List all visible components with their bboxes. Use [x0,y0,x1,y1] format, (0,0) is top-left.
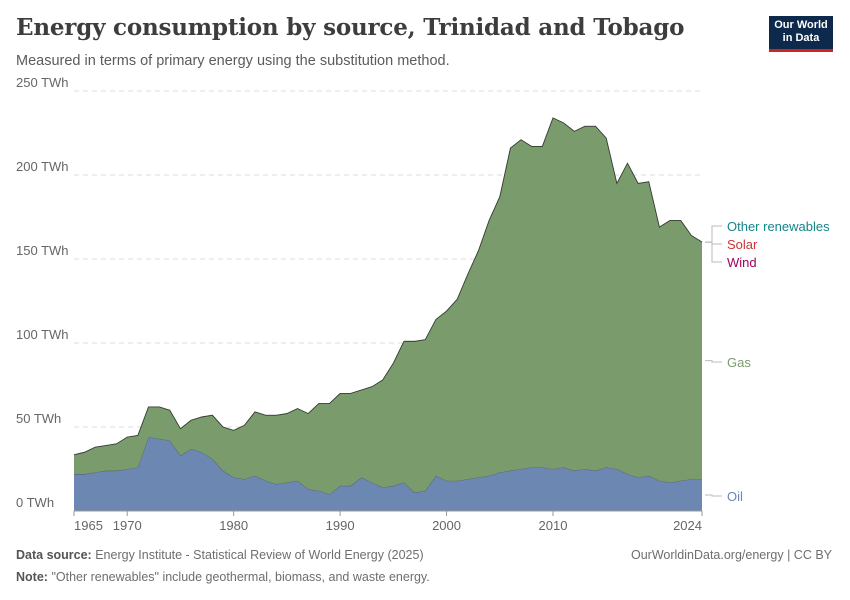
x-tick-label: 2000 [432,518,461,533]
x-tick-label: 1965 [74,518,103,533]
legend-connector-oil [705,494,722,497]
x-tick-label: 2010 [539,518,568,533]
logo-line-2: in Data [782,32,820,44]
legend-connector-wind [705,241,722,263]
y-tick-label: 0 TWh [16,495,54,510]
y-tick-label: 150 TWh [16,243,69,258]
y-tick-label: 250 TWh [16,75,69,90]
data-source: Data source: Energy Institute - Statisti… [16,548,424,562]
source-label: Data source: [16,548,92,562]
area-edge-other-renewables [73,117,703,456]
source-text[interactable]: Energy Institute - Statistical Review of… [95,548,424,562]
note-text: "Other renewables" include geothermal, b… [51,570,430,584]
y-tick-label: 100 TWh [16,327,69,342]
legend-label-gas[interactable]: Gas [727,355,751,370]
x-tick-label: 1990 [326,518,355,533]
credit-link[interactable]: OurWorldinData.org/energy | CC BY [630,548,832,562]
legend-label-other-renewables[interactable]: Other renewables [727,219,830,234]
x-tick-label: 1980 [219,518,248,533]
y-tick-label: 50 TWh [16,411,61,426]
logo-line-1: Our World [774,19,828,31]
legend-connector-other-renewables [705,225,722,243]
y-tick-label: 200 TWh [16,159,69,174]
area-oil[interactable] [74,437,702,511]
area-gas[interactable] [74,117,702,495]
legend-connector-gas [705,360,722,363]
chart-subtitle: Measured in terms of primary energy usin… [16,53,450,69]
x-tick-label: 2024 [673,518,702,533]
owid-logo[interactable]: Our World in Data [769,16,833,52]
legend-label-solar[interactable]: Solar [727,237,758,252]
chart-title: Energy consumption by source, Trinidad a… [16,14,685,41]
legend-label-oil[interactable]: Oil [727,489,743,504]
x-tick-label: 1970 [113,518,142,533]
chart-note: Note: "Other renewables" include geother… [16,570,430,584]
legend-label-wind[interactable]: Wind [727,255,757,270]
note-label: Note: [16,570,48,584]
